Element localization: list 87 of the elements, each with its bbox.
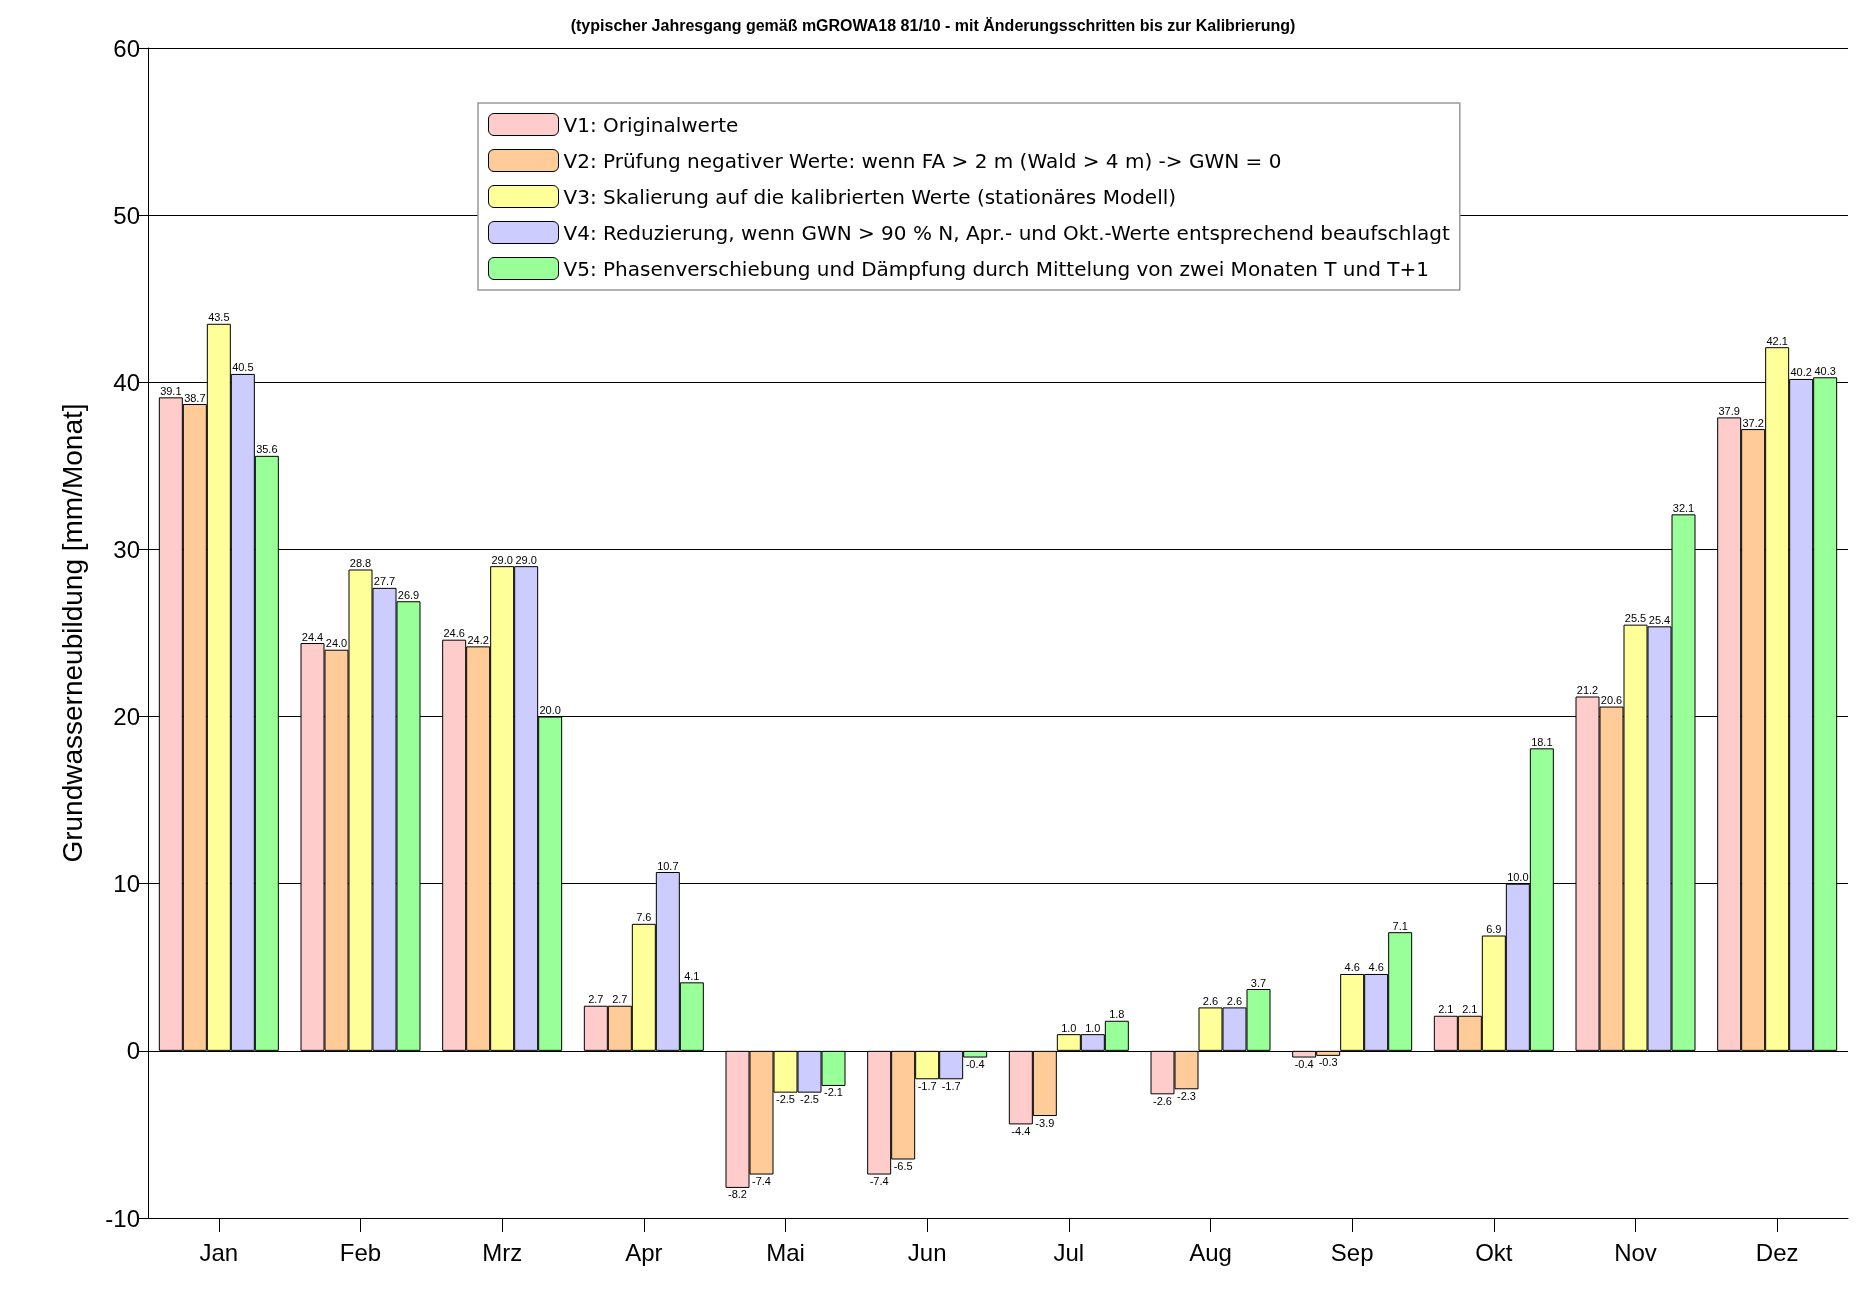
x-tick-label: Mai [766,1238,805,1266]
y-tick-label: 20 [113,703,140,731]
data-label: 1.8 [1109,1008,1125,1021]
data-label: 2.1 [1438,1003,1454,1016]
y-tick-label: -10 [105,1204,140,1232]
data-label: -2.3 [1177,1089,1196,1102]
data-label: 24.2 [467,633,489,646]
x-tick-label: Jan [199,1238,239,1266]
x-tick-label: Jul [1053,1238,1085,1266]
x-tick-label: Jun [907,1238,947,1266]
data-label: -7.4 [752,1175,771,1188]
data-label: 28.8 [349,556,372,569]
data-label: 4.6 [1368,961,1384,974]
data-label: 20.0 [539,704,561,717]
data-label: -6.5 [893,1160,913,1172]
x-tick-label: Feb [339,1238,382,1266]
data-label: -2.1 [824,1086,843,1099]
data-label: 21.2 [1576,684,1599,697]
data-label: -1.7 [917,1079,937,1092]
data-label: 2.7 [588,993,604,1006]
data-label: 27.7 [373,575,396,588]
data-label: 2.7 [612,993,628,1006]
data-label: 29.0 [491,553,513,566]
y-tick-label: 50 [113,201,140,229]
legend-label: V1: Originalwerte [563,112,739,137]
data-label: 18.1 [1531,735,1553,748]
data-label: 1.0 [1061,1021,1077,1034]
data-label: 29.0 [515,553,537,566]
data-label: 2.6 [1226,994,1243,1007]
legend-label: V4: Reduzierung, wenn GWN > 90 % N, Apr.- und Okt.-Werte entsprechend beaufschlagt [563,220,1450,245]
legend-label: V5: Phasenverschiebung und Dämpfung durch Mittelung von zwei Monaten T und T+1 [563,256,1429,281]
data-label: 20.6 [1600,694,1623,707]
data-label: 37.2 [1742,416,1764,429]
data-label: 24.0 [325,637,348,650]
data-label: 24.6 [443,627,465,640]
data-label: 40.5 [232,361,254,374]
data-label: -0.4 [1294,1058,1314,1071]
data-label: -3.9 [1035,1116,1055,1129]
y-tick-label: 40 [113,368,140,396]
x-tick-label: Nov [1614,1238,1657,1266]
data-label: 40.2 [1790,366,1812,379]
data-label: -7.4 [869,1175,889,1188]
data-label: 6.9 [1486,923,1502,936]
data-label: -8.2 [728,1188,747,1201]
x-tick-label: Apr [625,1238,663,1266]
data-label: 7.6 [636,911,652,924]
data-label: -4.4 [1011,1124,1031,1137]
data-label: 2.1 [1462,1003,1478,1016]
data-label: 32.1 [1672,501,1695,514]
y-tick-label: 60 [113,34,140,62]
data-label: 7.1 [1392,919,1408,932]
data-label: 2.6 [1202,994,1219,1007]
y-tick-label: 30 [113,535,140,563]
data-label: 10.7 [657,859,679,872]
data-label: 4.1 [684,969,700,982]
data-label: 4.6 [1344,961,1360,974]
y-tick-label: 10 [113,870,140,898]
legend-label: V3: Skalierung auf die kalibrierten Werte (stationäres Modell) [563,184,1177,209]
data-label: 26.9 [397,588,420,601]
data-label: -1.7 [941,1079,961,1092]
x-tick-label: Mrz [482,1238,523,1266]
data-label: 37.9 [1718,404,1740,417]
data-label: 10.0 [1507,871,1529,884]
data-label: 25.5 [1624,612,1647,625]
x-tick-label: Dez [1755,1238,1799,1266]
data-label: 39.1 [160,384,182,397]
chart-title: (typischer Jahresgang gemäß mGROWA18 81/10 - mit Änderungsschritten bis zur Kalibrierung) [570,16,1296,34]
x-tick-label: Okt [1475,1238,1513,1266]
data-label: 38.7 [184,391,206,404]
x-tick-label: Aug [1189,1238,1232,1266]
data-label: -2.6 [1153,1094,1172,1107]
data-label: -0.4 [965,1058,985,1071]
data-label: 25.4 [1648,613,1671,626]
data-label: 42.1 [1766,334,1788,347]
data-label: 24.4 [301,630,324,643]
data-label: 3.7 [1250,976,1267,989]
data-label: 40.3 [1814,364,1836,377]
data-label: -0.3 [1318,1056,1338,1069]
data-label: 1.0 [1085,1021,1101,1034]
legend-label: V2: Prüfung negativer Werte: wenn FA > 2 m (Wald > 4 m) -> GWN = 0 [563,148,1282,173]
data-label: -2.5 [800,1093,819,1106]
data-label: 35.6 [256,443,278,456]
y-axis-title: Grundwasserneubildung [mm/Monat] [56,403,88,863]
data-label: -2.5 [776,1093,795,1106]
x-tick-label: Sep [1330,1238,1374,1266]
y-tick-label: 0 [126,1037,140,1065]
data-label: 43.5 [208,311,230,324]
